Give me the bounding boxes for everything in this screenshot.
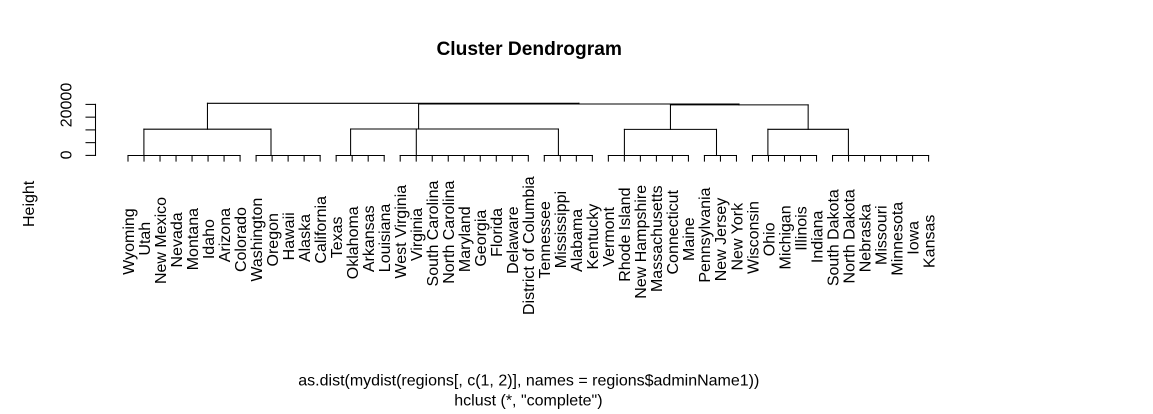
svg-text:Florida: Florida: [489, 208, 506, 257]
svg-text:Indiana: Indiana: [809, 211, 826, 264]
svg-text:Virginia: Virginia: [409, 208, 426, 261]
svg-text:Alabama: Alabama: [569, 209, 586, 272]
svg-text:New Mexico: New Mexico: [153, 197, 170, 284]
svg-text:Texas: Texas: [329, 217, 346, 259]
svg-text:Pennsylvania: Pennsylvania: [697, 187, 714, 282]
svg-text:South Carolina: South Carolina: [425, 180, 442, 286]
svg-text:Arizona: Arizona: [217, 208, 234, 262]
svg-text:New Jersey: New Jersey: [713, 198, 730, 282]
svg-text:New York: New York: [729, 202, 746, 271]
svg-text:Iowa: Iowa: [905, 221, 922, 255]
svg-text:Rhode Island: Rhode Island: [617, 188, 634, 282]
svg-text:Alaska: Alaska: [297, 214, 314, 262]
svg-text:as.dist(mydist(regions[, c(1,: as.dist(mydist(regions[, c(1, 2)], names…: [298, 372, 759, 389]
svg-text:Maine: Maine: [681, 217, 698, 261]
svg-text:Cluster Dendrogram: Cluster Dendrogram: [436, 39, 622, 60]
svg-text:North Carolina: North Carolina: [441, 180, 458, 283]
svg-text:Massachusetts: Massachusetts: [649, 185, 666, 292]
svg-text:Georgia: Georgia: [473, 210, 490, 267]
svg-text:District of Columbia: District of Columbia: [521, 176, 538, 315]
svg-text:South Dakota: South Dakota: [825, 189, 842, 286]
svg-text:Kentucky: Kentucky: [585, 204, 602, 270]
svg-text:0: 0: [59, 150, 76, 159]
svg-text:Tennessee: Tennessee: [537, 201, 554, 278]
svg-text:Delaware: Delaware: [505, 206, 522, 274]
svg-text:Connecticut: Connecticut: [665, 189, 682, 274]
svg-text:Idaho: Idaho: [201, 219, 218, 259]
svg-text:Louisiana: Louisiana: [377, 204, 394, 273]
svg-text:Wisconsin: Wisconsin: [745, 201, 762, 274]
svg-text:Montana: Montana: [185, 208, 202, 270]
svg-text:Nevada: Nevada: [169, 212, 186, 267]
svg-text:Arkansas: Arkansas: [361, 205, 378, 272]
svg-text:North Dakota: North Dakota: [841, 189, 858, 283]
svg-text:Nebraska: Nebraska: [857, 204, 874, 273]
svg-text:Michigan: Michigan: [777, 205, 794, 269]
svg-text:West Virginia: West Virginia: [393, 185, 410, 279]
svg-text:Washington: Washington: [249, 198, 266, 282]
svg-text:Ohio: Ohio: [761, 222, 778, 256]
svg-text:Colorado: Colorado: [233, 207, 250, 272]
svg-text:New Hampshire: New Hampshire: [633, 185, 650, 299]
svg-text:Illinois: Illinois: [793, 206, 810, 250]
svg-text:California: California: [313, 196, 330, 264]
svg-text:Oklahoma: Oklahoma: [345, 206, 362, 279]
svg-text:Height: Height: [21, 180, 38, 227]
svg-text:Vermont: Vermont: [601, 207, 618, 267]
svg-text:Missouri: Missouri: [873, 205, 890, 265]
svg-text:Hawaii: Hawaii: [281, 212, 298, 260]
svg-text:Oregon: Oregon: [265, 213, 282, 266]
svg-text:Wyoming: Wyoming: [121, 208, 138, 275]
svg-text:Mississippi: Mississippi: [553, 191, 570, 268]
svg-text:Minnesota: Minnesota: [889, 202, 906, 276]
svg-text:hclust (*, "complete"): hclust (*, "complete"): [454, 392, 602, 409]
svg-text:Utah: Utah: [137, 222, 154, 256]
svg-text:Maryland: Maryland: [457, 206, 474, 272]
svg-text:Kansas: Kansas: [921, 215, 938, 268]
svg-text:20000: 20000: [59, 83, 76, 128]
